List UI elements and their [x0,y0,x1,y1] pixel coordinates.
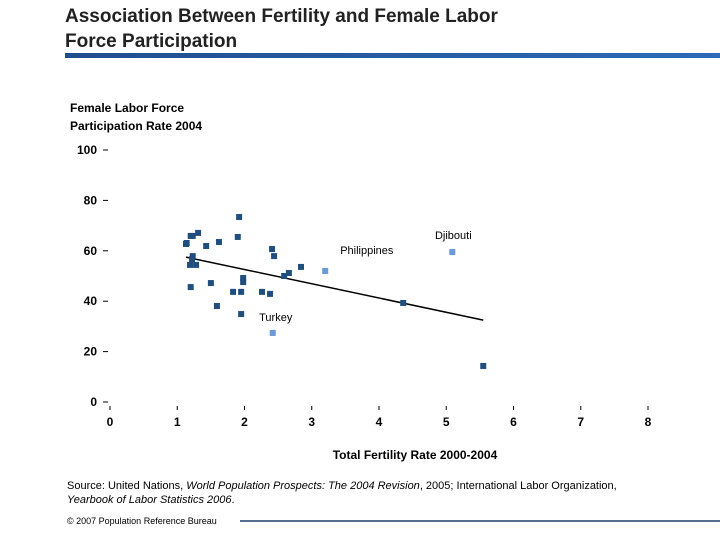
point [230,288,237,295]
title-bar [65,53,720,58]
y-tick-label: 20 [84,345,98,359]
point [281,273,288,279]
trendline [185,256,484,321]
point [238,311,245,318]
y-tick-label: 80 [84,193,98,207]
point [238,288,245,295]
source-text: Yearbook of Labor Statistics 2006 [67,494,232,506]
source: Source: United Nations, World Population… [67,480,617,492]
point [271,253,278,260]
point [213,302,220,309]
point [193,261,200,268]
point [207,280,214,287]
point [215,238,222,245]
annotation: Turkey [259,312,293,324]
x-tick-label: 1 [174,415,181,429]
highlight-point [449,249,456,256]
point [189,253,196,260]
x-tick-label: 8 [645,415,652,429]
title-line: Association Between Fertility and Female… [65,6,498,27]
point [189,232,196,239]
point [285,269,292,276]
point [240,279,247,286]
plot: 0 20 40 60 80 100 0 1 2 3 4 5 6 7 8 Philippines Djibouti… [77,143,652,429]
point [258,288,265,295]
y-tick-label: 40 [84,294,98,308]
x-axis-label: Total Fertility Rate 2000-2004 [333,448,498,462]
x-tick-label: 6 [510,415,517,429]
point [240,275,247,282]
point [267,290,274,297]
x-tick-label: 4 [376,415,383,429]
point [187,261,194,268]
footer: © 2007 Population Reference Bureau [67,516,217,526]
x-tick-label: 7 [577,415,584,429]
source-text: . [232,494,235,506]
source: Yearbook of Labor Statistics 2006. [67,494,235,506]
point [400,299,407,306]
point [234,233,241,240]
point [189,256,196,263]
y-tick-label: 0 [90,395,97,409]
x-tick-label: 2 [241,415,248,429]
x-tick-label: 5 [443,415,450,429]
source-text: , 2005; International Labor Organization… [420,480,617,492]
point [182,240,189,247]
point [480,362,487,369]
y-tick-label: 100 [77,143,97,157]
x-tick-label: 0 [107,415,114,429]
source-text: World Population Prospects: The 2004 Rev… [186,480,420,492]
point [236,214,243,221]
annotation: Djibouti [435,230,472,242]
point [203,243,210,250]
y-axis-label: Female Labor Force [70,101,184,115]
point [269,246,276,253]
point [297,263,304,270]
annotation: Philippines [340,245,394,257]
point [195,229,202,236]
x-tick-label: 3 [308,415,315,429]
source-text: Source: United Nations, [67,480,186,492]
highlight-point [269,329,276,336]
y-axis-label: Participation Rate 2004 [70,119,202,133]
highlight-point [322,267,329,274]
point [187,284,194,291]
y-tick-label: 60 [84,244,98,258]
title-line: Force Participation [65,31,237,52]
